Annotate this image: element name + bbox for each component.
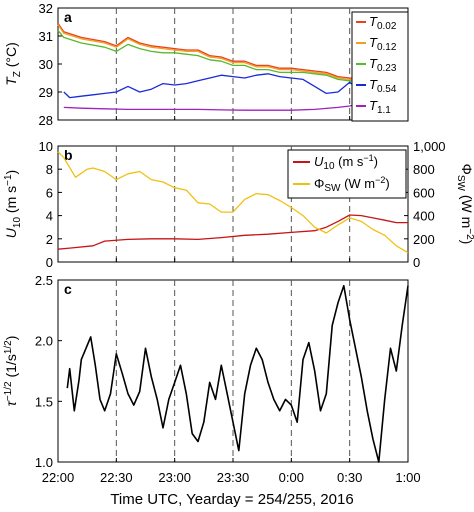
legend-entry: T0.54	[369, 77, 397, 95]
y-tick-label-right: 1,000	[413, 139, 446, 154]
y-tick-label: 4	[46, 209, 53, 224]
panel-c: 1.0 1.5 2.0 2.5 c τ−1/2 (1/s1/2)	[3, 273, 409, 470]
x-tick-label: 22:30	[100, 470, 133, 485]
series-line-5	[63, 92, 391, 111]
legend-entry: T0.12	[369, 35, 397, 53]
y-tick-label: 32	[39, 1, 53, 16]
y-axis-label-right: ΦSW (W m−2)	[455, 164, 474, 245]
y-axis-label: U10 (m s−1)	[3, 170, 23, 238]
y-tick-label: 1.0	[35, 455, 53, 470]
y-tick-label: 2	[46, 232, 53, 247]
x-axis: 22:00 22:30 23:00 23:30 0:00 0:30 1:00	[42, 470, 421, 485]
legend-box	[351, 11, 409, 122]
y-tick-label: 29	[39, 85, 53, 100]
y-tick-label: 31	[39, 29, 53, 44]
legend-entry: U10 (m s−1)	[314, 153, 378, 172]
series-line-1	[66, 284, 409, 463]
series-line-1	[57, 23, 391, 85]
y-tick-label: 10	[39, 139, 53, 154]
y-tick-label-right: 600	[413, 185, 435, 200]
y-tick-label-right: 200	[413, 232, 435, 247]
y-tick-label: 1.5	[35, 394, 53, 409]
y-tick-label: 28	[39, 113, 53, 128]
x-axis-label: Time UTC, Yearday = 254/255, 2016	[110, 491, 353, 508]
y-tick-label-right: 0	[413, 255, 420, 270]
y-tick-label: 0	[46, 255, 53, 270]
panel-label: a	[64, 9, 72, 25]
x-tick-label: 0:00	[279, 470, 304, 485]
y-axis-label: τ−1/2 (1/s1/2)	[3, 336, 19, 407]
y-axis-label: TZ (°C)	[3, 42, 23, 86]
legend-entry: T0.02	[369, 14, 397, 32]
y-tick-label: 6	[46, 185, 53, 200]
series-line-1	[57, 214, 408, 250]
panel-b: 0 2 4 6 8 10 0 200 400 600 800 1,000 ΦSW (W m−2) b U10…	[3, 139, 474, 270]
x-tick-label: 22:00	[42, 470, 75, 485]
y-tick-label: 2.5	[35, 273, 53, 288]
y-tick-label: 30	[39, 57, 53, 72]
legend-entry: T0.23	[369, 56, 397, 74]
panel-label: c	[64, 281, 72, 297]
y-tick-label: 2.0	[35, 334, 53, 349]
x-tick-label: 23:00	[158, 470, 191, 485]
y-tick-label-right: 400	[413, 209, 435, 224]
panel-a: 28 29 30 31 32 a TZ (°C) T0.02 T0.12 T0.23 T0.54 T1…	[3, 1, 409, 128]
series-line-4	[63, 73, 391, 99]
y-tick-label-right: 800	[413, 162, 435, 177]
series-line-3	[57, 29, 391, 86]
panel-label: b	[64, 147, 73, 163]
series-line-2	[57, 24, 391, 85]
legend-entry: T1.1	[369, 98, 391, 116]
legend-box	[287, 149, 407, 199]
x-tick-label: 1:00	[395, 470, 420, 485]
series-line-2	[57, 151, 409, 254]
y-tick-label: 8	[46, 162, 53, 177]
x-tick-label: 0:30	[337, 470, 362, 485]
legend-entry: ΦSW (W m−2)	[314, 175, 390, 194]
x-tick-label: 23:30	[217, 470, 250, 485]
